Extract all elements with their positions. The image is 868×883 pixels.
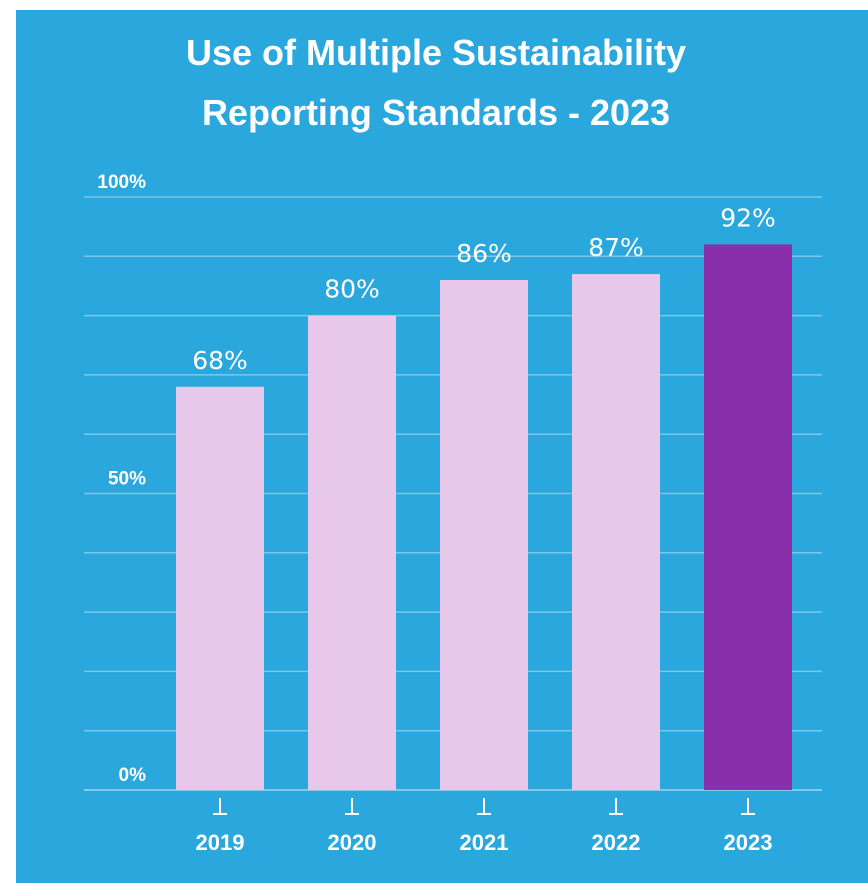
- bar-2022: [572, 274, 660, 791]
- bar-chart: Use of Multiple Sustainability Reporting…: [84, 32, 822, 855]
- data-label-2020: 80%: [324, 275, 380, 304]
- bar-2023: [704, 244, 792, 790]
- x-tick-label-2020: 2020: [328, 830, 377, 855]
- x-tick-label-2021: 2021: [460, 830, 509, 855]
- data-label-2023: 92%: [720, 203, 776, 232]
- bars: [176, 244, 792, 791]
- x-tick-label-2019: 2019: [196, 830, 245, 855]
- x-tick-label-2023: 2023: [724, 830, 773, 855]
- chart-title-line-2: Reporting Standards - 2023: [202, 92, 670, 133]
- data-label-2022: 87%: [588, 233, 644, 262]
- y-tick-label: 100%: [97, 172, 146, 193]
- x-tick-label-2022: 2022: [592, 830, 641, 855]
- bar-2019: [176, 386, 264, 790]
- y-tick-label: 50%: [108, 469, 146, 490]
- bar-2020: [308, 315, 396, 790]
- data-labels: 68% 80% 86% 87% 92%: [192, 203, 776, 374]
- x-axis-ticks: 2019 2020 2021 2022 2023: [196, 798, 773, 855]
- chart-panel: Use of Multiple Sustainability Reporting…: [16, 10, 868, 883]
- data-label-2019: 68%: [192, 346, 248, 375]
- y-axis-ticks: 0% 50% 100%: [97, 172, 146, 786]
- chart-title-line-1: Use of Multiple Sustainability: [186, 32, 686, 73]
- y-tick-label: 0%: [119, 765, 147, 786]
- data-label-2021: 86%: [456, 239, 512, 268]
- bar-2021: [440, 280, 528, 790]
